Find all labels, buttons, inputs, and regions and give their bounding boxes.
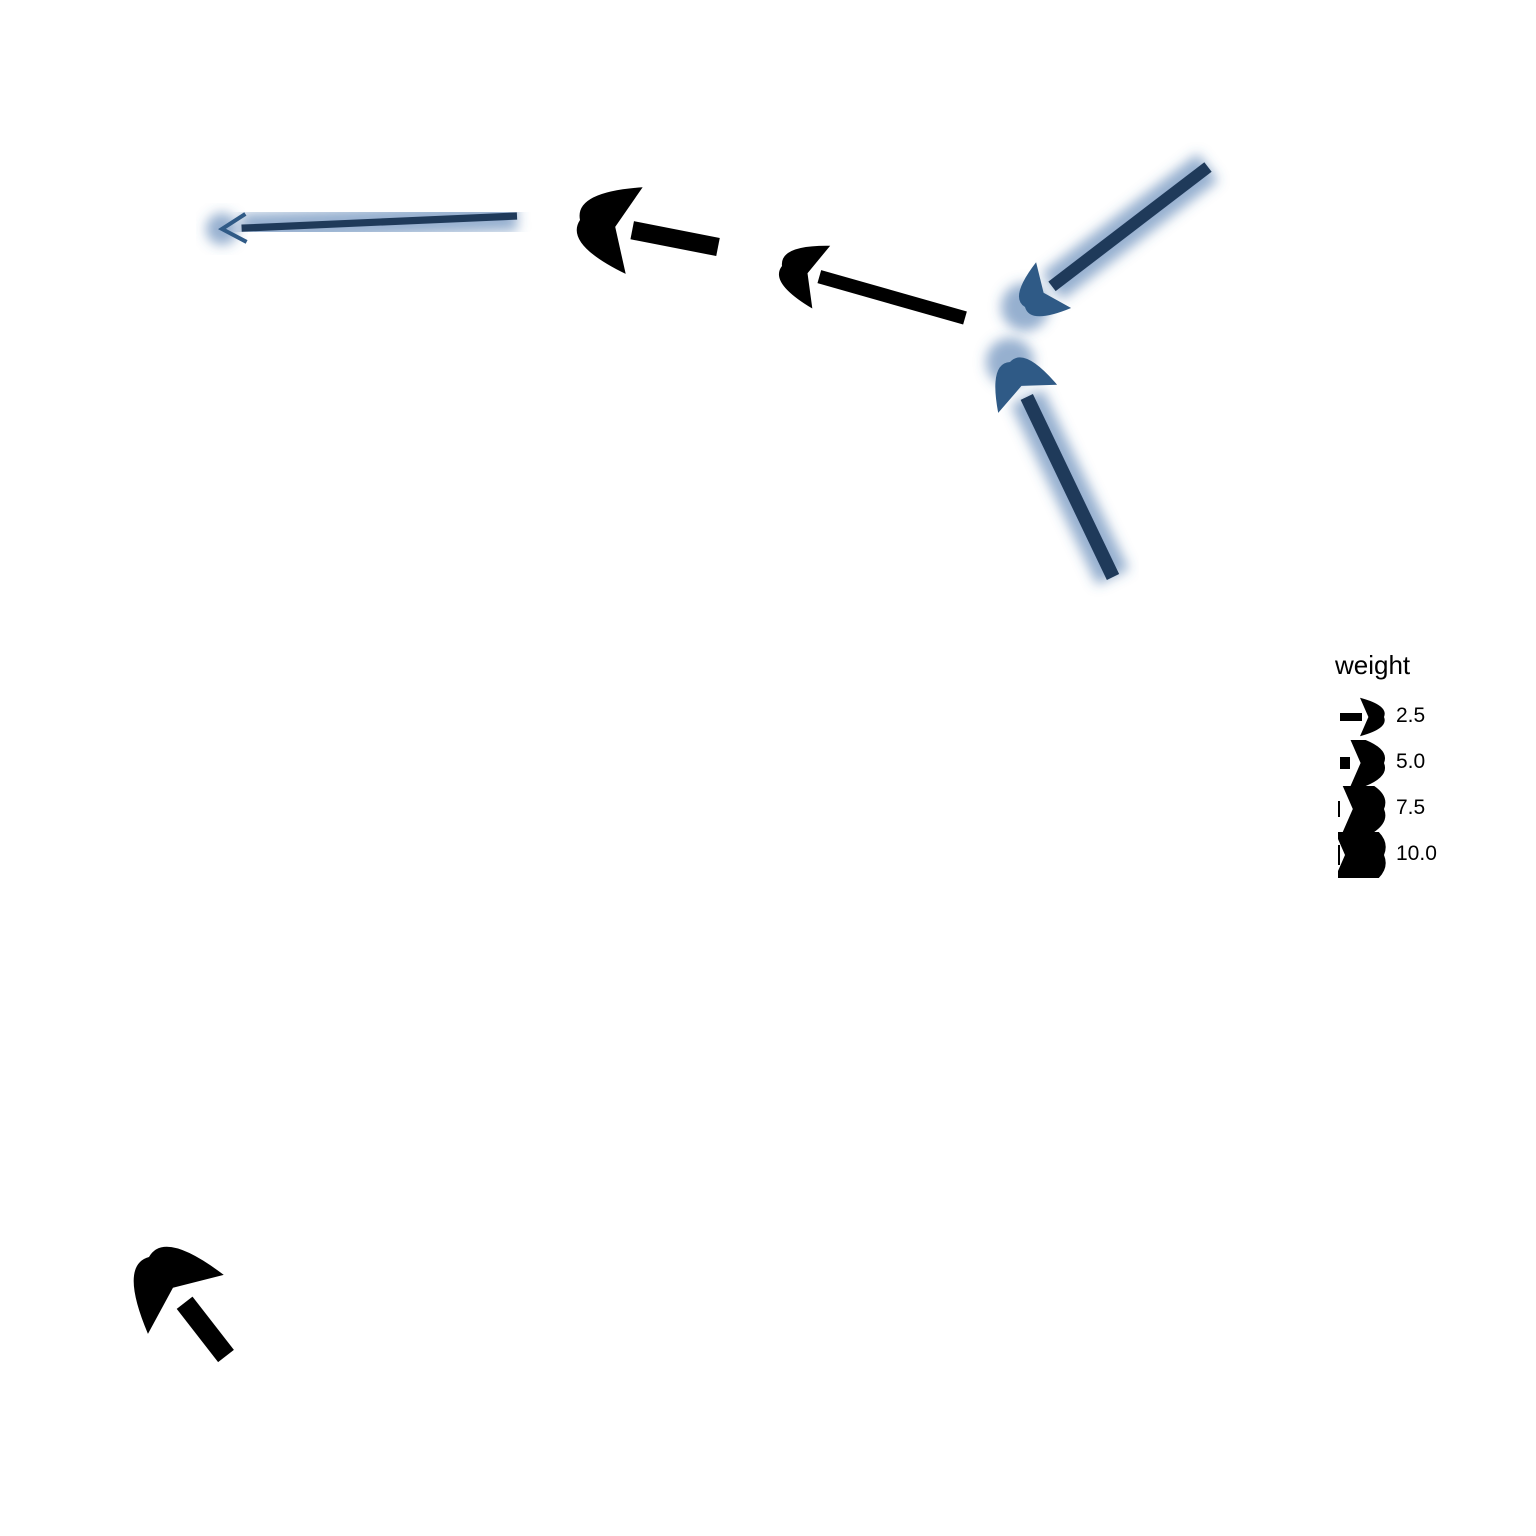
- legend-arrow-key-icon: [1338, 786, 1386, 832]
- edge-shaft: [1048, 162, 1212, 292]
- legend-label: 2.5: [1396, 704, 1426, 727]
- edge-shaft: [630, 221, 720, 257]
- graph-edge-edge-6: [133, 1246, 234, 1363]
- legend-arrow-key-icon: [1340, 740, 1386, 786]
- graph-edge-edge-5: [986, 338, 1130, 585]
- graph-edge-edge-1: [206, 201, 518, 245]
- edge-arrowhead: [778, 245, 831, 309]
- legend-item: 10.0: [1338, 832, 1488, 878]
- legend: 2.5 5.0 7.5 10.0: [1338, 694, 1488, 878]
- edge-arrowhead: [995, 357, 1058, 413]
- edge-arrowhead: [1018, 262, 1072, 317]
- edges-layer: [133, 153, 1219, 1363]
- legend-label: 7.5: [1396, 796, 1426, 819]
- edge-arrowhead: [576, 187, 643, 274]
- legend-item: 2.5: [1338, 694, 1488, 740]
- edge-arrowhead: [218, 212, 248, 244]
- legend-label: 10.0: [1396, 842, 1437, 865]
- edge-shaft: [176, 1296, 234, 1363]
- legend-arrow-key-icon: [1340, 697, 1385, 737]
- graph-edge-edge-3: [778, 245, 967, 325]
- graph-edge-edge-2: [576, 187, 720, 274]
- edge-arrowhead: [133, 1246, 224, 1334]
- legend-label: 5.0: [1396, 750, 1426, 773]
- legend-title: weight: [1335, 650, 1411, 680]
- legend-item: 7.5: [1338, 786, 1488, 832]
- edge-shaft: [241, 212, 518, 232]
- legend-arrow-key-icon: [1338, 832, 1386, 878]
- edge-shaft: [1020, 394, 1120, 580]
- legend-item: 5.0: [1338, 740, 1488, 786]
- graph-edge-edge-4: [1001, 153, 1219, 331]
- edge-shaft: [817, 270, 967, 325]
